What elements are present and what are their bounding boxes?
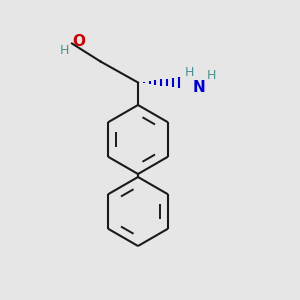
Text: H: H (207, 69, 216, 82)
Text: O: O (72, 34, 85, 49)
Text: H: H (60, 44, 69, 57)
Text: N: N (193, 80, 206, 95)
Text: H: H (184, 66, 194, 79)
